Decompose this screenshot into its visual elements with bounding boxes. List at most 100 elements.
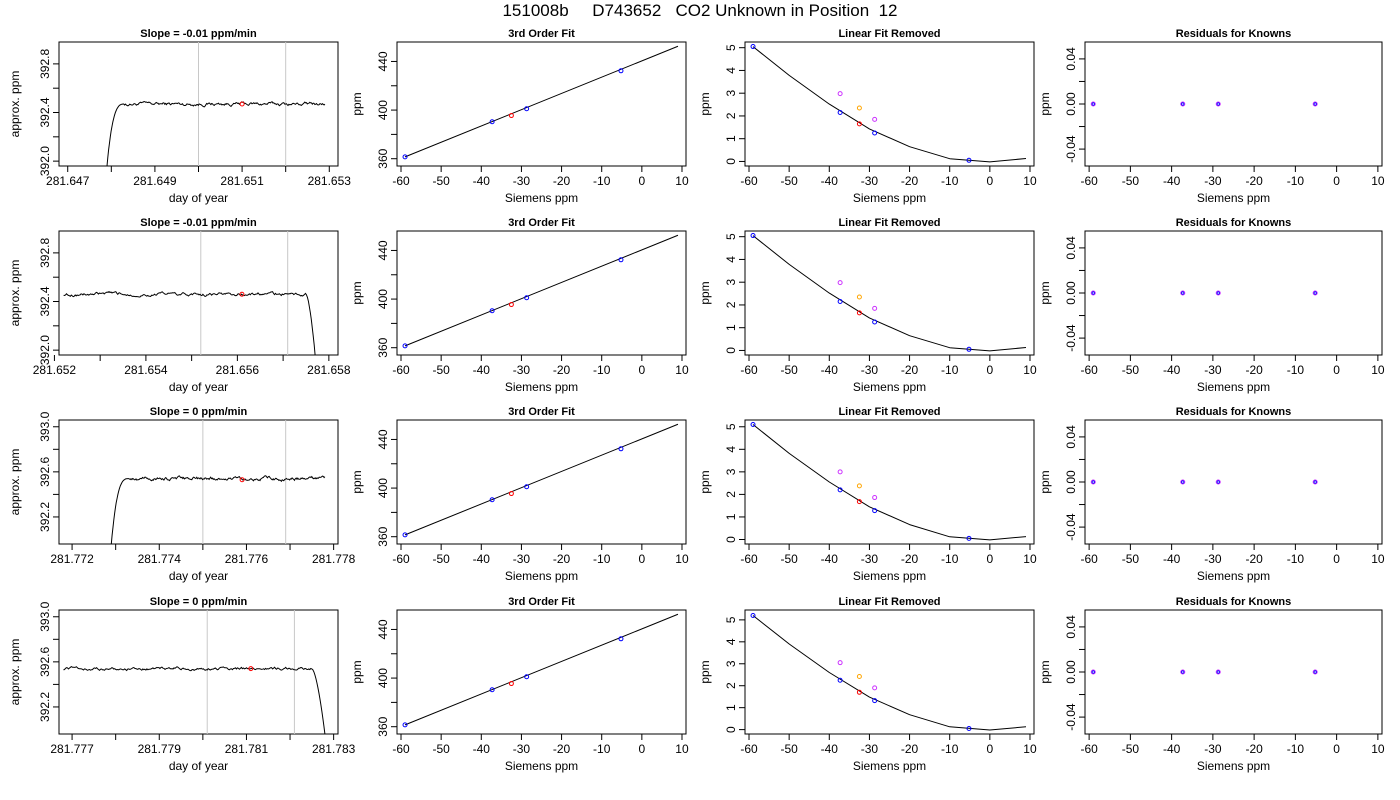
ppm-trace bbox=[63, 666, 326, 734]
x-tick-label: 0 bbox=[1333, 742, 1340, 756]
unknown-point bbox=[508, 491, 514, 497]
panel-4-1: Slope = 0 ppm/min 281.777 281.779 281.781 28… bbox=[8, 596, 356, 773]
y-axis-label: approx. ppm bbox=[8, 639, 22, 706]
known-point bbox=[966, 535, 972, 541]
x-tick-label: -60 bbox=[1080, 174, 1098, 188]
x-tick-label: -10 bbox=[1287, 363, 1305, 377]
residual-point bbox=[1215, 101, 1221, 107]
x-tick-label: -60 bbox=[1080, 552, 1098, 566]
residual-point-inner bbox=[1216, 291, 1220, 295]
aux-point bbox=[872, 305, 878, 311]
y-tick-label: 5 bbox=[724, 233, 738, 240]
y-axis-label: ppm bbox=[698, 92, 712, 115]
y-tick-label: 4 bbox=[724, 638, 738, 645]
known-point bbox=[872, 698, 878, 704]
known-point bbox=[524, 484, 530, 490]
known-point bbox=[618, 68, 624, 74]
known-point bbox=[489, 497, 495, 503]
plot-area bbox=[106, 42, 326, 166]
unknown-point bbox=[856, 310, 862, 316]
x-tick-label: -60 bbox=[392, 552, 410, 566]
plot-frame bbox=[1084, 41, 1383, 167]
y-tick-label: 0 bbox=[724, 347, 738, 354]
x-tick-label: 10 bbox=[1023, 363, 1037, 377]
x-tick-label: -60 bbox=[392, 742, 410, 756]
x-axis-label: Siemens ppm bbox=[505, 759, 578, 773]
aux-point bbox=[856, 483, 862, 489]
y-tick-label: 0.00 bbox=[1064, 281, 1078, 305]
y-axis-label: ppm bbox=[350, 660, 364, 683]
x-tick-label: 0 bbox=[639, 552, 646, 566]
plot-area bbox=[110, 420, 326, 544]
panel-2-2: 3rd Order Fit -60 -50 -40 -30 -20 -10 0 10 360 400… bbox=[350, 217, 689, 394]
x-tick-label: -40 bbox=[1163, 363, 1181, 377]
y-tick-label: 393.0 bbox=[38, 411, 52, 441]
known-point bbox=[618, 257, 624, 263]
y-tick-label: 2 bbox=[724, 491, 738, 498]
x-axis-label: Siemens ppm bbox=[505, 569, 578, 583]
x-tick-label: -50 bbox=[780, 552, 798, 566]
y-tick-label: 392.2 bbox=[38, 692, 52, 722]
plot-area bbox=[1090, 101, 1318, 107]
y-axis-label: ppm bbox=[1038, 470, 1052, 493]
fit-line bbox=[404, 613, 679, 726]
x-tick-label: -50 bbox=[1122, 742, 1140, 756]
x-tick-label: 10 bbox=[1371, 363, 1385, 377]
x-tick-label: -20 bbox=[553, 742, 571, 756]
x-tick-label: -20 bbox=[1245, 552, 1263, 566]
aux-point bbox=[837, 660, 843, 666]
x-tick-label: -50 bbox=[1122, 174, 1140, 188]
x-axis-label: Siemens ppm bbox=[853, 191, 926, 205]
residual-point bbox=[1090, 101, 1096, 107]
x-tick-label: -50 bbox=[432, 363, 450, 377]
plot-frame bbox=[744, 41, 1035, 167]
x-tick-label: -10 bbox=[593, 363, 611, 377]
plot-area bbox=[750, 44, 1027, 163]
x-axis-label: day of year bbox=[169, 759, 228, 773]
panel-1-3: Linear Fit Removed -60 -50 -40 -30 -20 -10 0 10 0… bbox=[698, 28, 1037, 205]
plot-area bbox=[63, 610, 326, 734]
y-tick-label: 392.4 bbox=[38, 286, 52, 316]
x-tick-label: -40 bbox=[473, 552, 491, 566]
y-tick-label: 360 bbox=[376, 526, 390, 546]
x-tick-label: -30 bbox=[1204, 174, 1222, 188]
x-tick-label: -40 bbox=[1163, 552, 1181, 566]
unknown-point bbox=[856, 689, 862, 695]
residual-point-inner bbox=[1181, 670, 1185, 674]
known-point bbox=[966, 346, 972, 352]
plot-area bbox=[1090, 479, 1318, 485]
known-point bbox=[402, 532, 408, 538]
known-point bbox=[872, 319, 878, 325]
known-point bbox=[837, 299, 843, 305]
aux-point bbox=[856, 105, 862, 111]
x-tick-label: 281.776 bbox=[225, 552, 269, 566]
x-tick-label: 10 bbox=[1371, 742, 1385, 756]
x-tick-label: -40 bbox=[1163, 742, 1181, 756]
x-tick-label: -10 bbox=[941, 552, 959, 566]
residual-point-inner bbox=[1181, 480, 1185, 484]
x-tick-label: 0 bbox=[1333, 552, 1340, 566]
x-tick-label: -20 bbox=[1245, 742, 1263, 756]
panel-title: Residuals for Knowns bbox=[1176, 596, 1292, 608]
x-tick-label: -50 bbox=[432, 174, 450, 188]
aux-point bbox=[837, 469, 843, 475]
y-axis-label: approx. ppm bbox=[8, 71, 22, 138]
unknown-point bbox=[856, 499, 862, 505]
fit-line bbox=[404, 234, 679, 347]
x-tick-label: 281.658 bbox=[307, 363, 351, 377]
x-tick-label: 281.654 bbox=[124, 363, 168, 377]
sample-marker bbox=[239, 101, 245, 107]
y-axis-label: ppm bbox=[698, 660, 712, 683]
x-tick-label: -30 bbox=[1204, 552, 1222, 566]
panel-title: Linear Fit Removed bbox=[838, 28, 940, 40]
panel-title: Slope = -0.01 ppm/min bbox=[140, 217, 257, 229]
known-point bbox=[750, 612, 756, 618]
unknown-point bbox=[508, 113, 514, 119]
panel-4-3: Linear Fit Removed -60 -50 -40 -30 -20 -10 0 10 0… bbox=[698, 596, 1037, 773]
x-tick-label: 281.656 bbox=[216, 363, 260, 377]
x-axis-label: Siemens ppm bbox=[853, 759, 926, 773]
y-tick-label: 0 bbox=[724, 158, 738, 165]
y-tick-label: -0.04 bbox=[1064, 703, 1078, 731]
x-tick-label: -40 bbox=[473, 363, 491, 377]
known-point bbox=[489, 119, 495, 125]
